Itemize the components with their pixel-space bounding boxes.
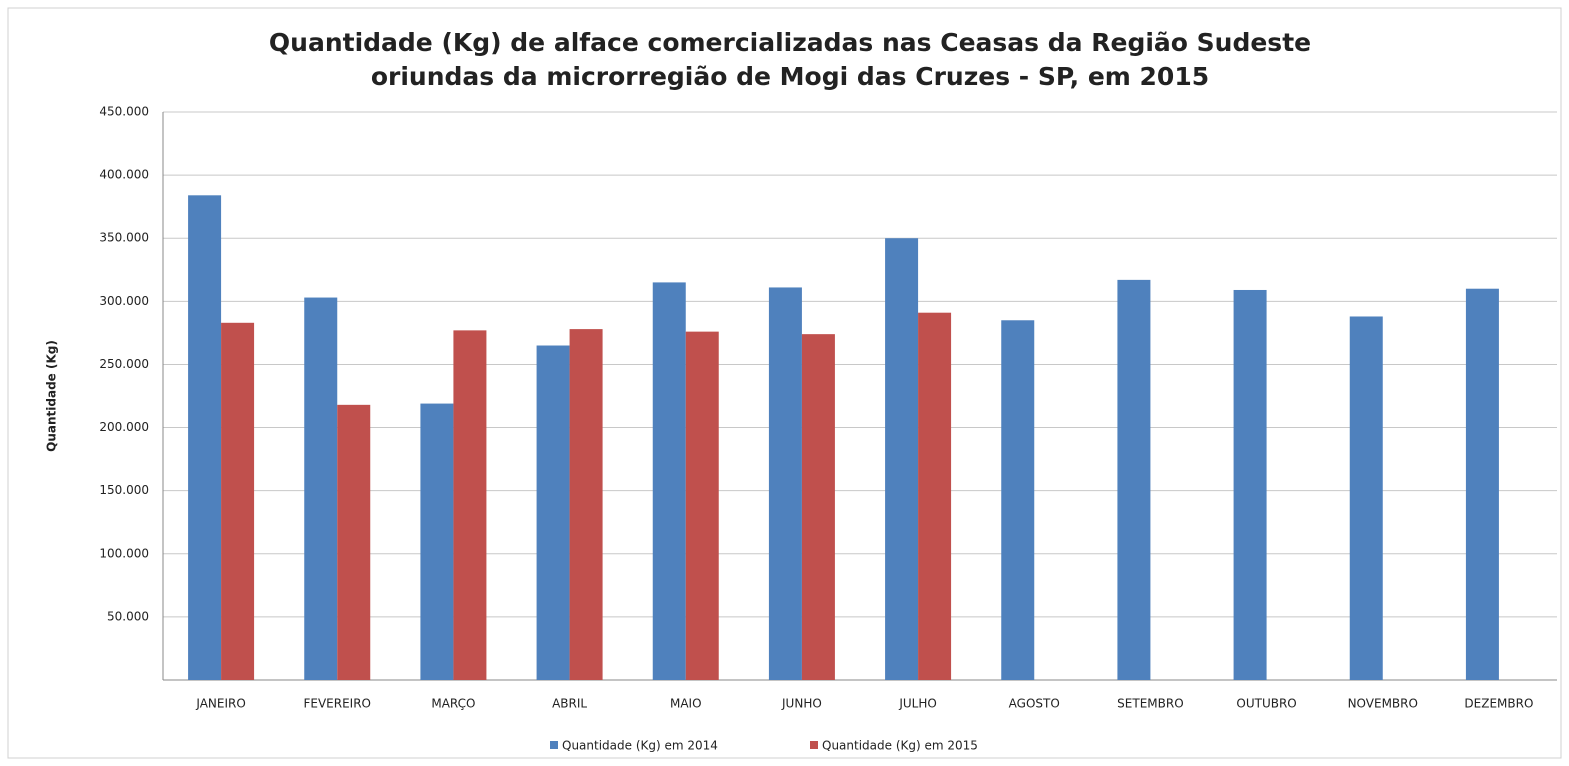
bar (768, 287, 802, 680)
x-tick-label: NOVEMBRO (1348, 697, 1418, 711)
x-tick-label: MAIO (670, 697, 702, 711)
bar (885, 238, 919, 680)
chart-title: Quantidade (Kg) de alface comercializada… (269, 28, 1311, 57)
bar (453, 330, 487, 680)
y-axis-label: Quantidade (Kg) (45, 340, 59, 452)
y-tick-label: 300.000 (99, 294, 149, 308)
bar (569, 329, 603, 680)
bar (1117, 279, 1151, 680)
y-tick-label: 200.000 (99, 420, 149, 434)
y-tick-label: 450.000 (99, 105, 149, 119)
x-tick-label: JUNHO (781, 697, 822, 711)
x-tick-label: FEVEREIRO (303, 697, 371, 711)
bar (221, 322, 255, 680)
bar (652, 282, 686, 680)
x-tick-label: MARÇO (431, 697, 475, 711)
y-tick-label: 400.000 (99, 168, 149, 182)
x-tick-label: ABRIL (552, 697, 587, 711)
bar (1349, 316, 1383, 680)
y-tick-label: 350.000 (99, 231, 149, 245)
bar (337, 404, 371, 680)
bar (420, 403, 454, 680)
legend-swatch (550, 741, 558, 749)
bar (918, 312, 952, 680)
bar (536, 345, 570, 680)
x-tick-label: AGOSTO (1009, 697, 1060, 711)
bar (188, 195, 222, 680)
x-tick-label: OUTUBRO (1236, 697, 1296, 711)
legend-label: Quantidade (Kg) em 2015 (822, 739, 978, 753)
x-tick-label: JANEIRO (195, 697, 245, 711)
chart-title: oriundas da microrregião de Mogi das Cru… (371, 62, 1209, 91)
y-tick-label: 250.000 (99, 357, 149, 371)
bar (801, 334, 835, 680)
y-tick-label: 150.000 (99, 483, 149, 497)
x-tick-label: SETEMBRO (1117, 697, 1183, 711)
bar (304, 297, 338, 680)
bar (685, 331, 719, 680)
y-tick-label: 50.000 (107, 609, 149, 623)
x-tick-label: JULHO (898, 697, 936, 711)
bar (1233, 289, 1267, 680)
legend-swatch (810, 741, 818, 749)
bar (1465, 288, 1499, 680)
bar (1001, 320, 1035, 680)
legend-label: Quantidade (Kg) em 2014 (562, 739, 718, 753)
x-tick-label: DEZEMBRO (1464, 697, 1533, 711)
y-tick-label: 100.000 (99, 546, 149, 560)
